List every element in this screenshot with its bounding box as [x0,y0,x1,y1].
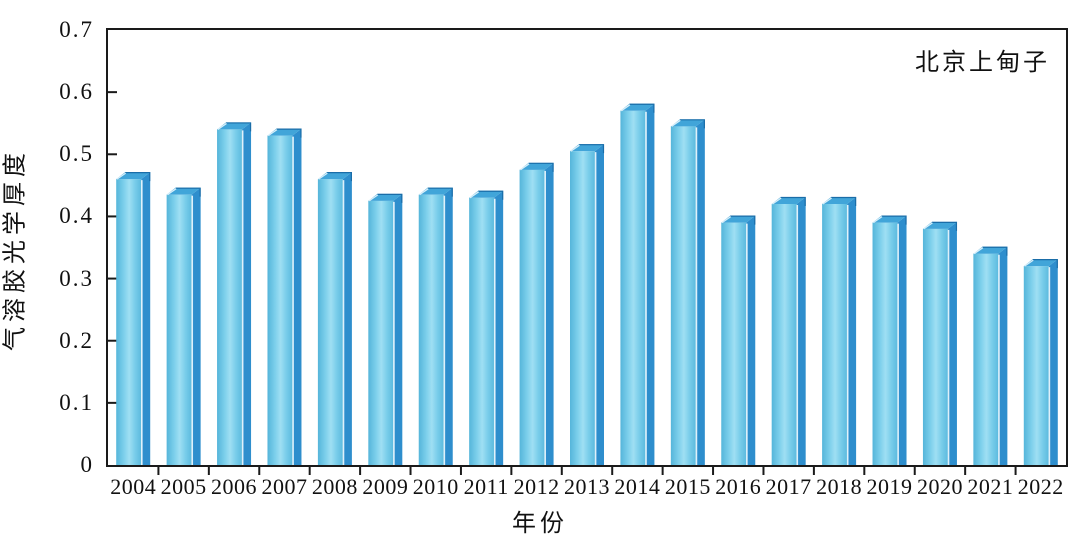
x-tick-label: 2010 [412,474,459,499]
x-axis-title: 年份 [512,511,568,537]
x-tick-label: 2017 [765,474,812,499]
bar-2006 [217,122,252,465]
y-tick-label: 0.4 [59,203,94,229]
bar-2007 [267,128,302,465]
y-tick-label: 0.3 [59,265,94,291]
x-tick-label: 2004 [110,474,157,499]
x-tick-label: 2021 [967,474,1014,499]
x-tick-label: 2007 [261,474,308,499]
bar-2017 [771,196,806,465]
x-tick-label: 2019 [866,474,913,499]
bar-2016 [721,215,756,465]
x-tick-label: 2014 [614,474,661,499]
x-tick-label: 2009 [362,474,409,499]
y-axis-title: 气溶胶光学厚度 [2,148,29,351]
bar-2021 [973,246,1008,465]
x-tick-label: 2015 [664,474,711,499]
x-tick-label: 2018 [816,474,863,499]
x-tick-label: 2011 [463,474,509,499]
x-tick-label: 2006 [211,474,258,499]
bar-2008 [317,172,352,465]
x-tick-label: 2016 [715,474,762,499]
bar-2018 [822,196,857,465]
x-tick-label: 2022 [1017,474,1064,499]
bar-2010 [418,187,453,465]
x-tick-label: 2020 [916,474,963,499]
x-tick-label: 2008 [311,474,358,499]
bar-2011 [469,190,504,466]
bar-2015 [670,119,705,466]
bar-2022 [1023,259,1058,465]
bar-2020 [922,221,958,465]
y-tick-label: 0.6 [59,79,94,105]
bar-2013 [570,144,605,465]
y-tick-label: 0.7 [59,17,94,42]
bar-2019 [872,215,907,465]
bar-2005 [166,187,201,465]
y-tick-label: 0.2 [59,327,94,353]
x-tick-label: 2005 [160,474,207,499]
bars-canvas [108,91,1058,475]
y-tick-label: 0.5 [59,141,94,167]
x-tick-label: 2013 [564,474,610,499]
station-label: 北京上甸子 [915,50,1050,76]
bar-2009 [368,193,403,465]
y-tick-label: 0 [80,452,94,477]
y-tick-label: 0.1 [59,389,94,415]
bar-2004 [116,172,151,465]
bar-2014 [620,103,655,466]
bar-2012 [519,162,554,466]
x-tick-label: 2012 [513,474,560,499]
plot-area: 北京上甸子 0 0.1 0.2 0.3 0.4 0.5 0.6 0.7 2004 2005 2006… [59,17,1068,499]
